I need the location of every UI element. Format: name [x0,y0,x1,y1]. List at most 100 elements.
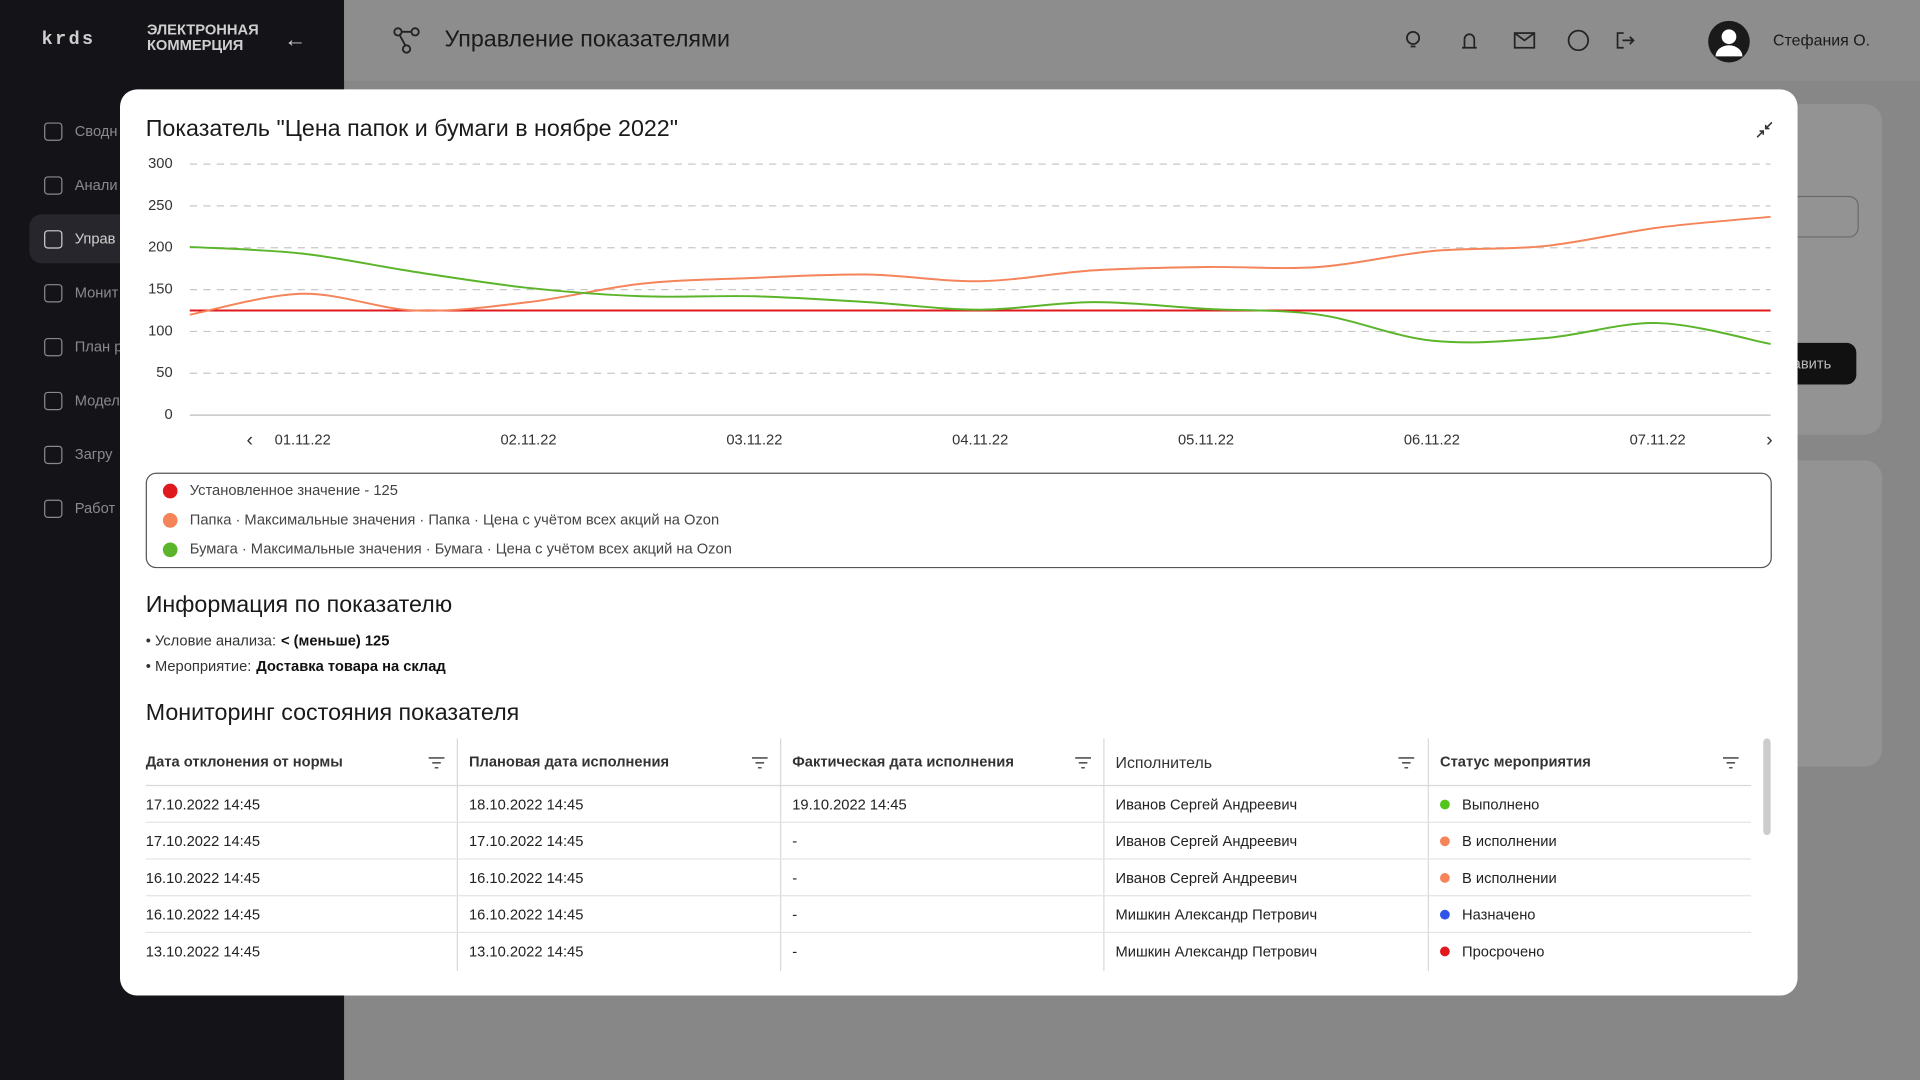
table-cell: Просрочено [1462,942,1545,960]
filter-button[interactable] [1722,754,1739,769]
top-bar: Управление показателями Стефания О. [344,0,1920,81]
table-cell: - [792,869,798,887]
table-cell: Иванов Сергей Андреевич [1115,869,1298,887]
row-border [145,821,1752,823]
legend-label: Установленное значение - 125 [190,483,398,499]
bullet: • [145,657,155,675]
nav-label: Монит [74,284,119,302]
nav-item[interactable]: Модел [44,388,120,412]
table-cell: 16.10.2022 14:45 [145,869,261,887]
column-divider [1427,738,1429,972]
info-item: • Условие анализа: < (меньше) 125 [146,632,390,649]
status-dot [1440,799,1450,810]
filter-icon [428,757,445,769]
table-cell: 16.10.2022 14:45 [468,869,584,887]
nav-icon [44,229,63,248]
nav-item[interactable]: Загру [44,442,112,466]
legend-box [145,472,1772,569]
table-cell: 19.10.2022 14:45 [792,795,907,814]
page-title: Управление показателями [444,26,731,53]
prev-arrow[interactable]: ‹ [247,429,254,451]
legend-label: Бумага · Максимальные значения · Бумага … [190,542,732,558]
scrollbar[interactable] [1763,738,1771,836]
nav-item[interactable]: Работ [44,496,115,520]
row-border [145,931,1752,934]
table-cell: - [792,942,798,960]
chart-title: Показатель "Цена папок и бумаги в ноябре… [146,115,678,141]
filter-button[interactable] [428,754,445,769]
table-cell: Мишкин Александр Петрович [1115,906,1318,924]
status-dot [1440,946,1450,957]
x-tick-label: 02.11.22 [500,433,556,449]
next-arrow[interactable]: › [1766,429,1773,451]
nav-label: Управ [74,230,116,248]
nav-icon [44,445,63,464]
filter-button[interactable] [1398,754,1415,769]
nav-label: Модел [74,391,120,409]
logo-line: КОММЕРЦИЯ [146,36,244,54]
logo-text: ЭЛЕКТРОННАЯ КОММЕРЦИЯ [146,20,259,54]
logo-line: ЭЛЕКТРОННАЯ [146,20,259,38]
y-tick-label: 100 [148,323,173,339]
nav-item[interactable]: Анали [44,173,118,197]
x-tick-label: 05.11.22 [1178,433,1234,449]
table-cell: Иванов Сергей Андреевич [1115,832,1298,850]
column-header: Исполнитель [1115,753,1213,772]
series-line [189,245,1771,345]
y-tick-label: 250 [148,198,173,214]
table-cell: Иванов Сергей Андреевич [1115,795,1298,814]
nav-label: Анали [74,176,118,194]
y-tick-label: 300 [148,156,173,172]
status-dot [1440,909,1450,920]
column-header: Фактическая дата исполнения [792,753,1014,771]
logo-mark: krds [41,29,96,51]
table-cell: Мишкин Александр Петрович [1115,942,1318,960]
table-cell: 13.10.2022 14:45 [468,942,584,960]
column-divider [1103,738,1105,972]
table-cell: 13.10.2022 14:45 [145,942,261,960]
row-border [145,858,1752,860]
header-icons[interactable] [1400,27,1645,54]
avatar[interactable] [1707,20,1751,64]
user-name: Стефания О. [1773,30,1871,49]
table-cell: - [792,832,798,850]
nav-item[interactable]: Сводн [44,119,117,143]
nav-item[interactable]: Управ [44,227,115,251]
legend-swatch [162,483,178,499]
x-tick-label: 01.11.22 [275,433,331,449]
modal [120,89,1798,996]
nav-icon [44,391,63,410]
column-header: Статус мероприятия [1440,753,1591,771]
x-tick-label: 03.11.22 [726,433,782,449]
table-cell: 16.10.2022 14:45 [468,906,584,924]
collapse-button[interactable] [1756,121,1773,138]
row-border [145,895,1752,897]
info-title: Информация по показателю [145,592,453,619]
table-cell: Выполнено [1462,795,1540,814]
monitoring-title: Мониторинг состояния показателя [145,700,520,727]
nav-icon [44,337,63,356]
bullet: • [145,631,155,649]
info-value: < (меньше) 125 [280,631,390,649]
column-header: Дата отклонения от нормы [145,753,343,771]
filter-button[interactable] [751,754,768,769]
filter-button[interactable] [1075,754,1092,769]
nav-icon [44,498,63,518]
nav-item[interactable]: План р [44,334,122,358]
info-item: • Мероприятие: Доставка товара на склад [146,658,446,675]
table-cell: 17.10.2022 14:45 [145,832,261,850]
y-tick-label: 150 [148,281,173,297]
collapse-sidebar[interactable]: ← [284,26,307,52]
nav-label: План р [74,337,123,356]
y-tick-label: 200 [148,240,173,256]
info-label: Условие анализа: [154,631,277,649]
nav-label: Работ [74,499,116,517]
table-cell: - [792,906,798,924]
column-divider [456,738,458,972]
column-header: Плановая дата исполнения [468,753,670,771]
filter-icon [1398,757,1415,769]
nav-item[interactable]: Монит [44,280,118,304]
x-tick-label: 07.11.22 [1630,433,1686,449]
